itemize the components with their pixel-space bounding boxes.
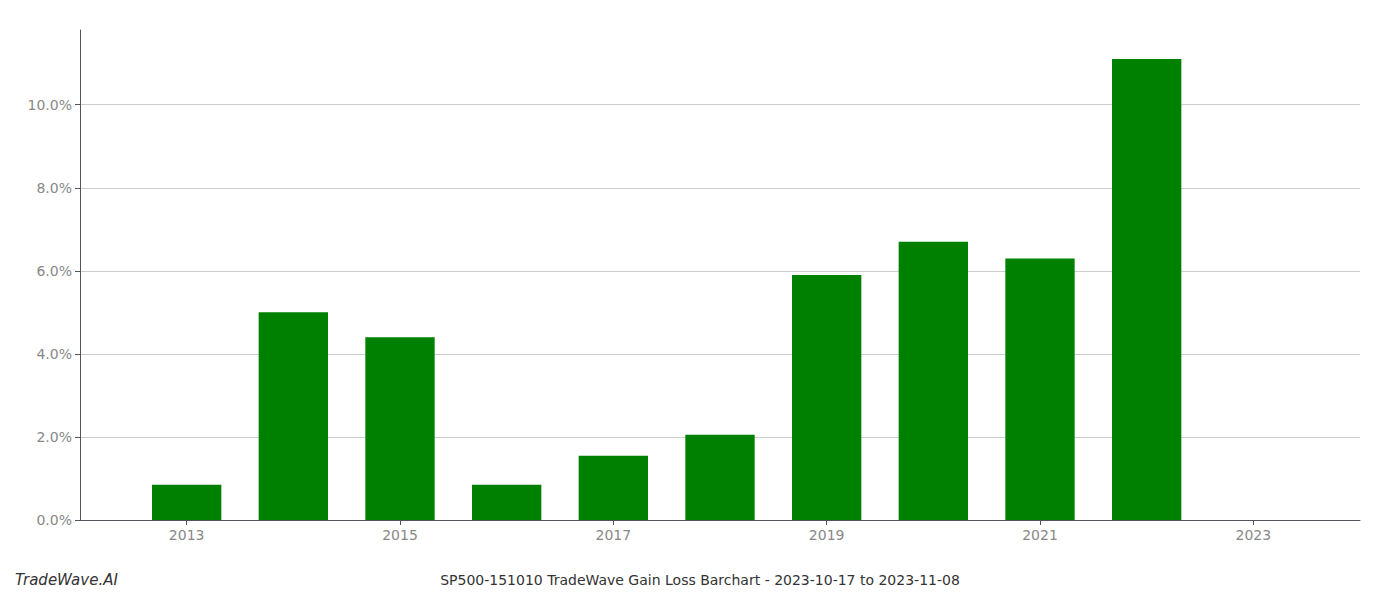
svg-text:2023: 2023 — [1236, 527, 1272, 543]
svg-text:2015: 2015 — [382, 527, 418, 543]
svg-text:8.0%: 8.0% — [36, 180, 72, 196]
svg-text:2.0%: 2.0% — [36, 429, 72, 445]
svg-text:2021: 2021 — [1022, 527, 1058, 543]
svg-text:2019: 2019 — [809, 527, 845, 543]
svg-text:2017: 2017 — [596, 527, 632, 543]
svg-text:SP500-151010 TradeWave Gain Lo: SP500-151010 TradeWave Gain Loss Barchar… — [440, 572, 960, 588]
svg-text:TradeWave.AI: TradeWave.AI — [15, 571, 118, 589]
svg-text:10.0%: 10.0% — [28, 97, 72, 113]
svg-text:2013: 2013 — [169, 527, 205, 543]
svg-text:0.0%: 0.0% — [36, 512, 72, 528]
svg-text:6.0%: 6.0% — [36, 263, 72, 279]
svg-text:4.0%: 4.0% — [36, 346, 72, 362]
